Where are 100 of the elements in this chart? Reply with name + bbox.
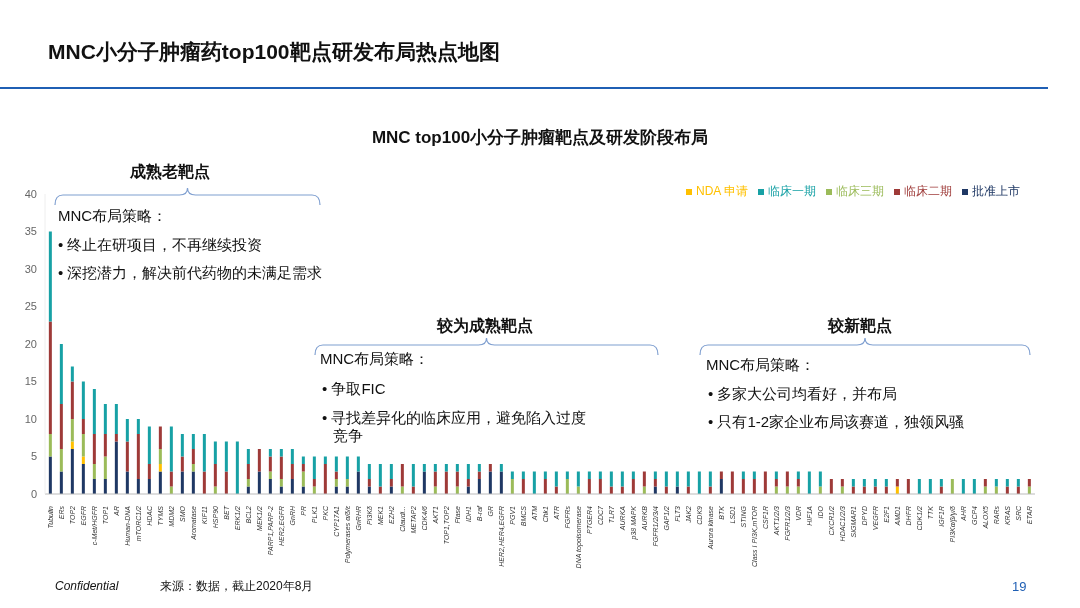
bar [1005, 479, 1009, 487]
bar [917, 479, 921, 494]
bar [114, 434, 118, 442]
bar [609, 471, 613, 487]
bar [312, 479, 316, 487]
bar [466, 479, 470, 487]
bar [587, 471, 591, 479]
bar [246, 449, 250, 464]
bar [972, 479, 976, 494]
bar [279, 449, 283, 457]
bar [554, 471, 558, 487]
bar [70, 381, 74, 419]
bar [290, 479, 294, 494]
bar [70, 366, 74, 382]
y-tick-label: 5 [30, 450, 37, 463]
bar [136, 479, 140, 494]
legend-label: 临床一期 [768, 184, 816, 198]
bar [180, 471, 184, 494]
bar [290, 464, 294, 479]
bar [323, 456, 327, 464]
bar [653, 471, 657, 479]
bar [884, 479, 888, 487]
bar [191, 471, 195, 494]
bar [378, 464, 382, 487]
bar [774, 471, 778, 479]
bar [356, 471, 360, 494]
bar [147, 426, 151, 464]
bar [213, 464, 217, 487]
bar [675, 471, 679, 487]
bar [59, 404, 63, 449]
bar [477, 471, 481, 479]
bar [543, 471, 547, 479]
bar [620, 471, 624, 487]
bar [103, 479, 107, 494]
bar [158, 464, 162, 472]
annotation: • 寻找差异化的临床应用，避免陷入过度竞争 [322, 409, 588, 445]
text: 成熟老靶点 [129, 162, 211, 182]
bar [950, 479, 954, 494]
bar [664, 471, 668, 487]
bar [48, 321, 52, 434]
bar [114, 404, 118, 434]
bar [906, 479, 910, 494]
text: 19 [1012, 579, 1028, 595]
bar [125, 471, 129, 494]
bar [246, 479, 250, 487]
bar [598, 479, 602, 494]
bar [719, 479, 723, 494]
bar [752, 471, 756, 479]
bar [994, 479, 998, 487]
bar [147, 464, 151, 479]
bar [48, 231, 52, 322]
bar [48, 456, 52, 494]
bar [268, 471, 272, 479]
bar [1027, 479, 1031, 487]
bar [158, 426, 162, 449]
bar [81, 464, 85, 494]
bar [444, 464, 448, 472]
bar [411, 464, 415, 487]
bar [136, 434, 140, 479]
bar [290, 449, 294, 464]
bar [224, 441, 228, 472]
bar [752, 479, 756, 494]
bar [422, 464, 426, 472]
bar [631, 479, 635, 494]
bar [158, 471, 162, 494]
bar [92, 389, 96, 434]
bar [147, 479, 151, 494]
bar [103, 456, 107, 479]
annotation: • 多家大公司均看好，并布局 [708, 385, 899, 403]
bar [81, 381, 85, 419]
bar [103, 434, 107, 457]
bar [488, 464, 492, 472]
bar [81, 456, 85, 464]
annotation: • 只有1-2家企业布局该赛道，独领风骚 [708, 413, 966, 431]
bar [312, 456, 316, 479]
bar [642, 471, 646, 487]
source-note: 来源：数据，截止2020年8月 [160, 579, 315, 594]
bar [268, 479, 272, 494]
bar [983, 479, 987, 487]
bar [829, 479, 833, 494]
bar [785, 471, 789, 487]
y-tick-label: 35 [24, 225, 37, 238]
bar [70, 419, 74, 442]
bar [455, 471, 459, 487]
chart-title: MNC小分子肿瘤药top100靶点研发布局热点地图 [48, 39, 500, 65]
bar [1016, 479, 1020, 487]
bar [576, 471, 580, 487]
bar [103, 404, 107, 434]
bar [499, 464, 503, 472]
bar [895, 479, 899, 487]
bar [279, 456, 283, 479]
bar [499, 471, 503, 494]
bar [939, 479, 943, 487]
bar [774, 479, 778, 487]
bar [257, 471, 261, 494]
bar [510, 479, 514, 494]
bar [400, 464, 404, 487]
bar [191, 449, 195, 464]
annotation: MNC布局策略： [706, 356, 817, 374]
legend-label: NDA 申请 [695, 184, 748, 198]
